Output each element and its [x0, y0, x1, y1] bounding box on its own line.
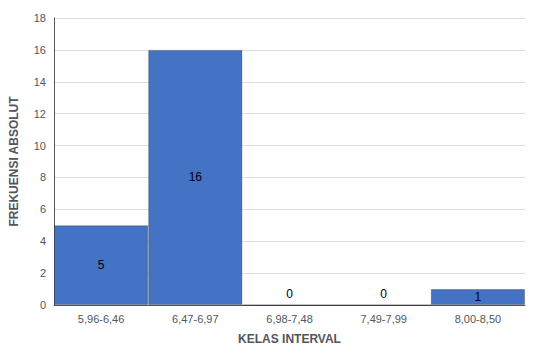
svg-text:FREKUENSI ABSOLUT: FREKUENSI ABSOLUT [7, 96, 21, 227]
svg-text:4: 4 [40, 235, 46, 247]
svg-text:10: 10 [34, 140, 46, 152]
svg-text:8,00-8,50: 8,00-8,50 [455, 313, 501, 325]
svg-text:6,98-7,48: 6,98-7,48 [266, 313, 312, 325]
svg-text:7,49-7,99: 7,49-7,99 [360, 313, 406, 325]
svg-text:0: 0 [380, 287, 387, 301]
svg-text:0: 0 [40, 299, 46, 311]
svg-text:16: 16 [34, 44, 46, 56]
svg-text:6: 6 [40, 203, 46, 215]
svg-text:18: 18 [34, 12, 46, 24]
svg-text:6,47-6,97: 6,47-6,97 [172, 313, 218, 325]
svg-text:5: 5 [98, 258, 105, 272]
svg-text:0: 0 [286, 287, 293, 301]
svg-text:2: 2 [40, 267, 46, 279]
svg-text:5,96-6,46: 5,96-6,46 [78, 313, 124, 325]
svg-text:16: 16 [189, 170, 203, 184]
svg-text:KELAS INTERVAL: KELAS INTERVAL [238, 332, 341, 346]
svg-text:1: 1 [475, 290, 482, 304]
svg-text:8: 8 [40, 171, 46, 183]
svg-text:14: 14 [34, 76, 46, 88]
svg-text:12: 12 [34, 108, 46, 120]
